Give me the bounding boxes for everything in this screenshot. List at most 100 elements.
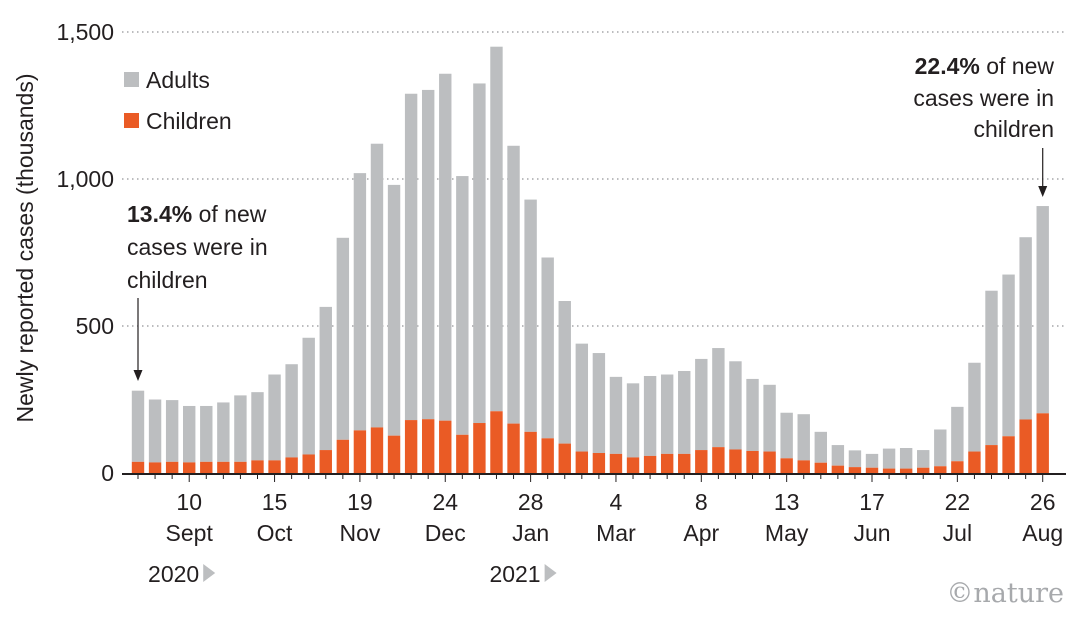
bar-children: [1019, 419, 1032, 473]
bar-adults: [336, 237, 350, 440]
bar-children: [951, 461, 964, 473]
y-tick-label: 0: [101, 460, 114, 486]
bar-children: [968, 451, 981, 473]
bar-children: [899, 468, 913, 473]
bar-adults: [507, 145, 520, 424]
x-tick-month: Aug: [1022, 520, 1063, 546]
bar-adults: [797, 414, 810, 461]
x-tick-month: Mar: [596, 520, 636, 546]
x-tick-day: 13: [774, 489, 800, 515]
bar-children: [336, 439, 350, 473]
annotation-right-percent: 22.4%: [915, 53, 980, 79]
bar-adults: [268, 374, 281, 461]
bar-adults: [814, 431, 827, 463]
bar-adults: [609, 376, 623, 454]
bar-children: [848, 467, 862, 473]
bar-children: [643, 455, 657, 473]
bar-adults: [165, 400, 179, 462]
bar-children: [473, 423, 486, 473]
bar-adults: [302, 337, 315, 455]
bar-adults: [660, 374, 674, 454]
annotation-right-line1: 22.4% of new: [915, 53, 1055, 79]
bar-children: [917, 467, 930, 473]
x-tick-month: May: [765, 520, 809, 546]
bar-adults: [541, 257, 554, 439]
bar-children: [217, 461, 230, 473]
bar-adults: [626, 383, 640, 458]
bar-children: [814, 462, 827, 473]
legend-swatch-children: [124, 113, 139, 128]
bar-children: [626, 457, 640, 473]
legend: Adults Children: [124, 67, 232, 134]
bar-adults: [763, 384, 776, 452]
bar-children: [507, 423, 520, 473]
bar-children: [439, 420, 452, 473]
y-tick-label: 1,500: [56, 19, 114, 45]
bar-children: [1036, 413, 1049, 473]
bar-adults: [1019, 237, 1032, 420]
bar-adults: [558, 301, 571, 444]
bar-adults: [131, 390, 145, 462]
bar-adults: [746, 378, 759, 451]
x-tick-month: Nov: [339, 520, 380, 546]
bar-adults: [712, 348, 725, 448]
bar-adults: [865, 453, 879, 468]
bar-children: [490, 411, 503, 473]
x-tick-month: Sept: [166, 520, 214, 546]
arrow-down-icon: [133, 370, 143, 381]
arrow-down-icon: [1038, 186, 1048, 197]
bar-children: [865, 467, 879, 473]
annotation-right-line3: children: [973, 116, 1054, 142]
bar-adults: [831, 445, 845, 466]
bar-children: [268, 460, 281, 473]
nature-credit: ©nature: [946, 578, 1064, 609]
x-tick-day: 8: [695, 489, 708, 515]
x-tick-day: 4: [610, 489, 623, 515]
bar-children: [302, 454, 315, 473]
bar-children: [780, 458, 793, 473]
bar-children: [660, 453, 674, 473]
x-tick-day: 22: [945, 489, 971, 515]
bar-adults: [490, 46, 503, 412]
year-label: 2020: [148, 561, 199, 587]
bar-adults: [678, 370, 691, 454]
x-axis: [122, 473, 1066, 482]
bar-children: [678, 453, 691, 473]
x-tick-month: Jan: [512, 520, 549, 546]
x-tick-day: 19: [347, 489, 373, 515]
x-tick-day: 24: [432, 489, 458, 515]
bar-adults: [848, 450, 862, 468]
year-labels: 2020 2021: [148, 561, 557, 587]
bar-adults: [251, 392, 264, 461]
bar-children: [797, 460, 810, 473]
bar-adults: [729, 361, 742, 450]
bar-adults: [217, 402, 230, 462]
x-tick-labels: 10 Sept 15 Oct 19 Nov 24 Dec 28 Jan 4 Mar 8 Apr 13 May 1…: [166, 489, 1064, 546]
bar-adults: [370, 143, 384, 428]
bar-adults: [421, 89, 435, 420]
y-tick-label: 500: [76, 313, 114, 339]
bar-children: [695, 450, 708, 473]
x-tick-month: Apr: [683, 520, 719, 546]
year-arrow-icon: [544, 564, 557, 582]
bar-adults: [985, 290, 998, 446]
bar-children: [353, 430, 367, 473]
x-tick-month: Jul: [943, 520, 972, 546]
legend-label-children: Children: [146, 108, 232, 134]
x-tick-day: 28: [518, 489, 544, 515]
year-arrow-icon: [203, 564, 216, 582]
bars: [131, 46, 1049, 473]
bar-adults: [183, 405, 196, 463]
bar-children: [319, 450, 332, 473]
bar-adults: [200, 405, 213, 462]
year-label: 2021: [489, 561, 540, 587]
bar-adults: [404, 93, 418, 421]
bar-children: [148, 462, 162, 473]
bar-adults: [592, 353, 606, 454]
x-tick-day: 17: [859, 489, 885, 515]
y-tick-labels: 0 500 1,000 1,500: [56, 19, 114, 486]
annotation-left-line2: cases were in: [127, 234, 268, 260]
x-tick-day: 10: [176, 489, 202, 515]
y-tick-label: 1,000: [56, 166, 114, 192]
bar-children: [592, 453, 606, 473]
